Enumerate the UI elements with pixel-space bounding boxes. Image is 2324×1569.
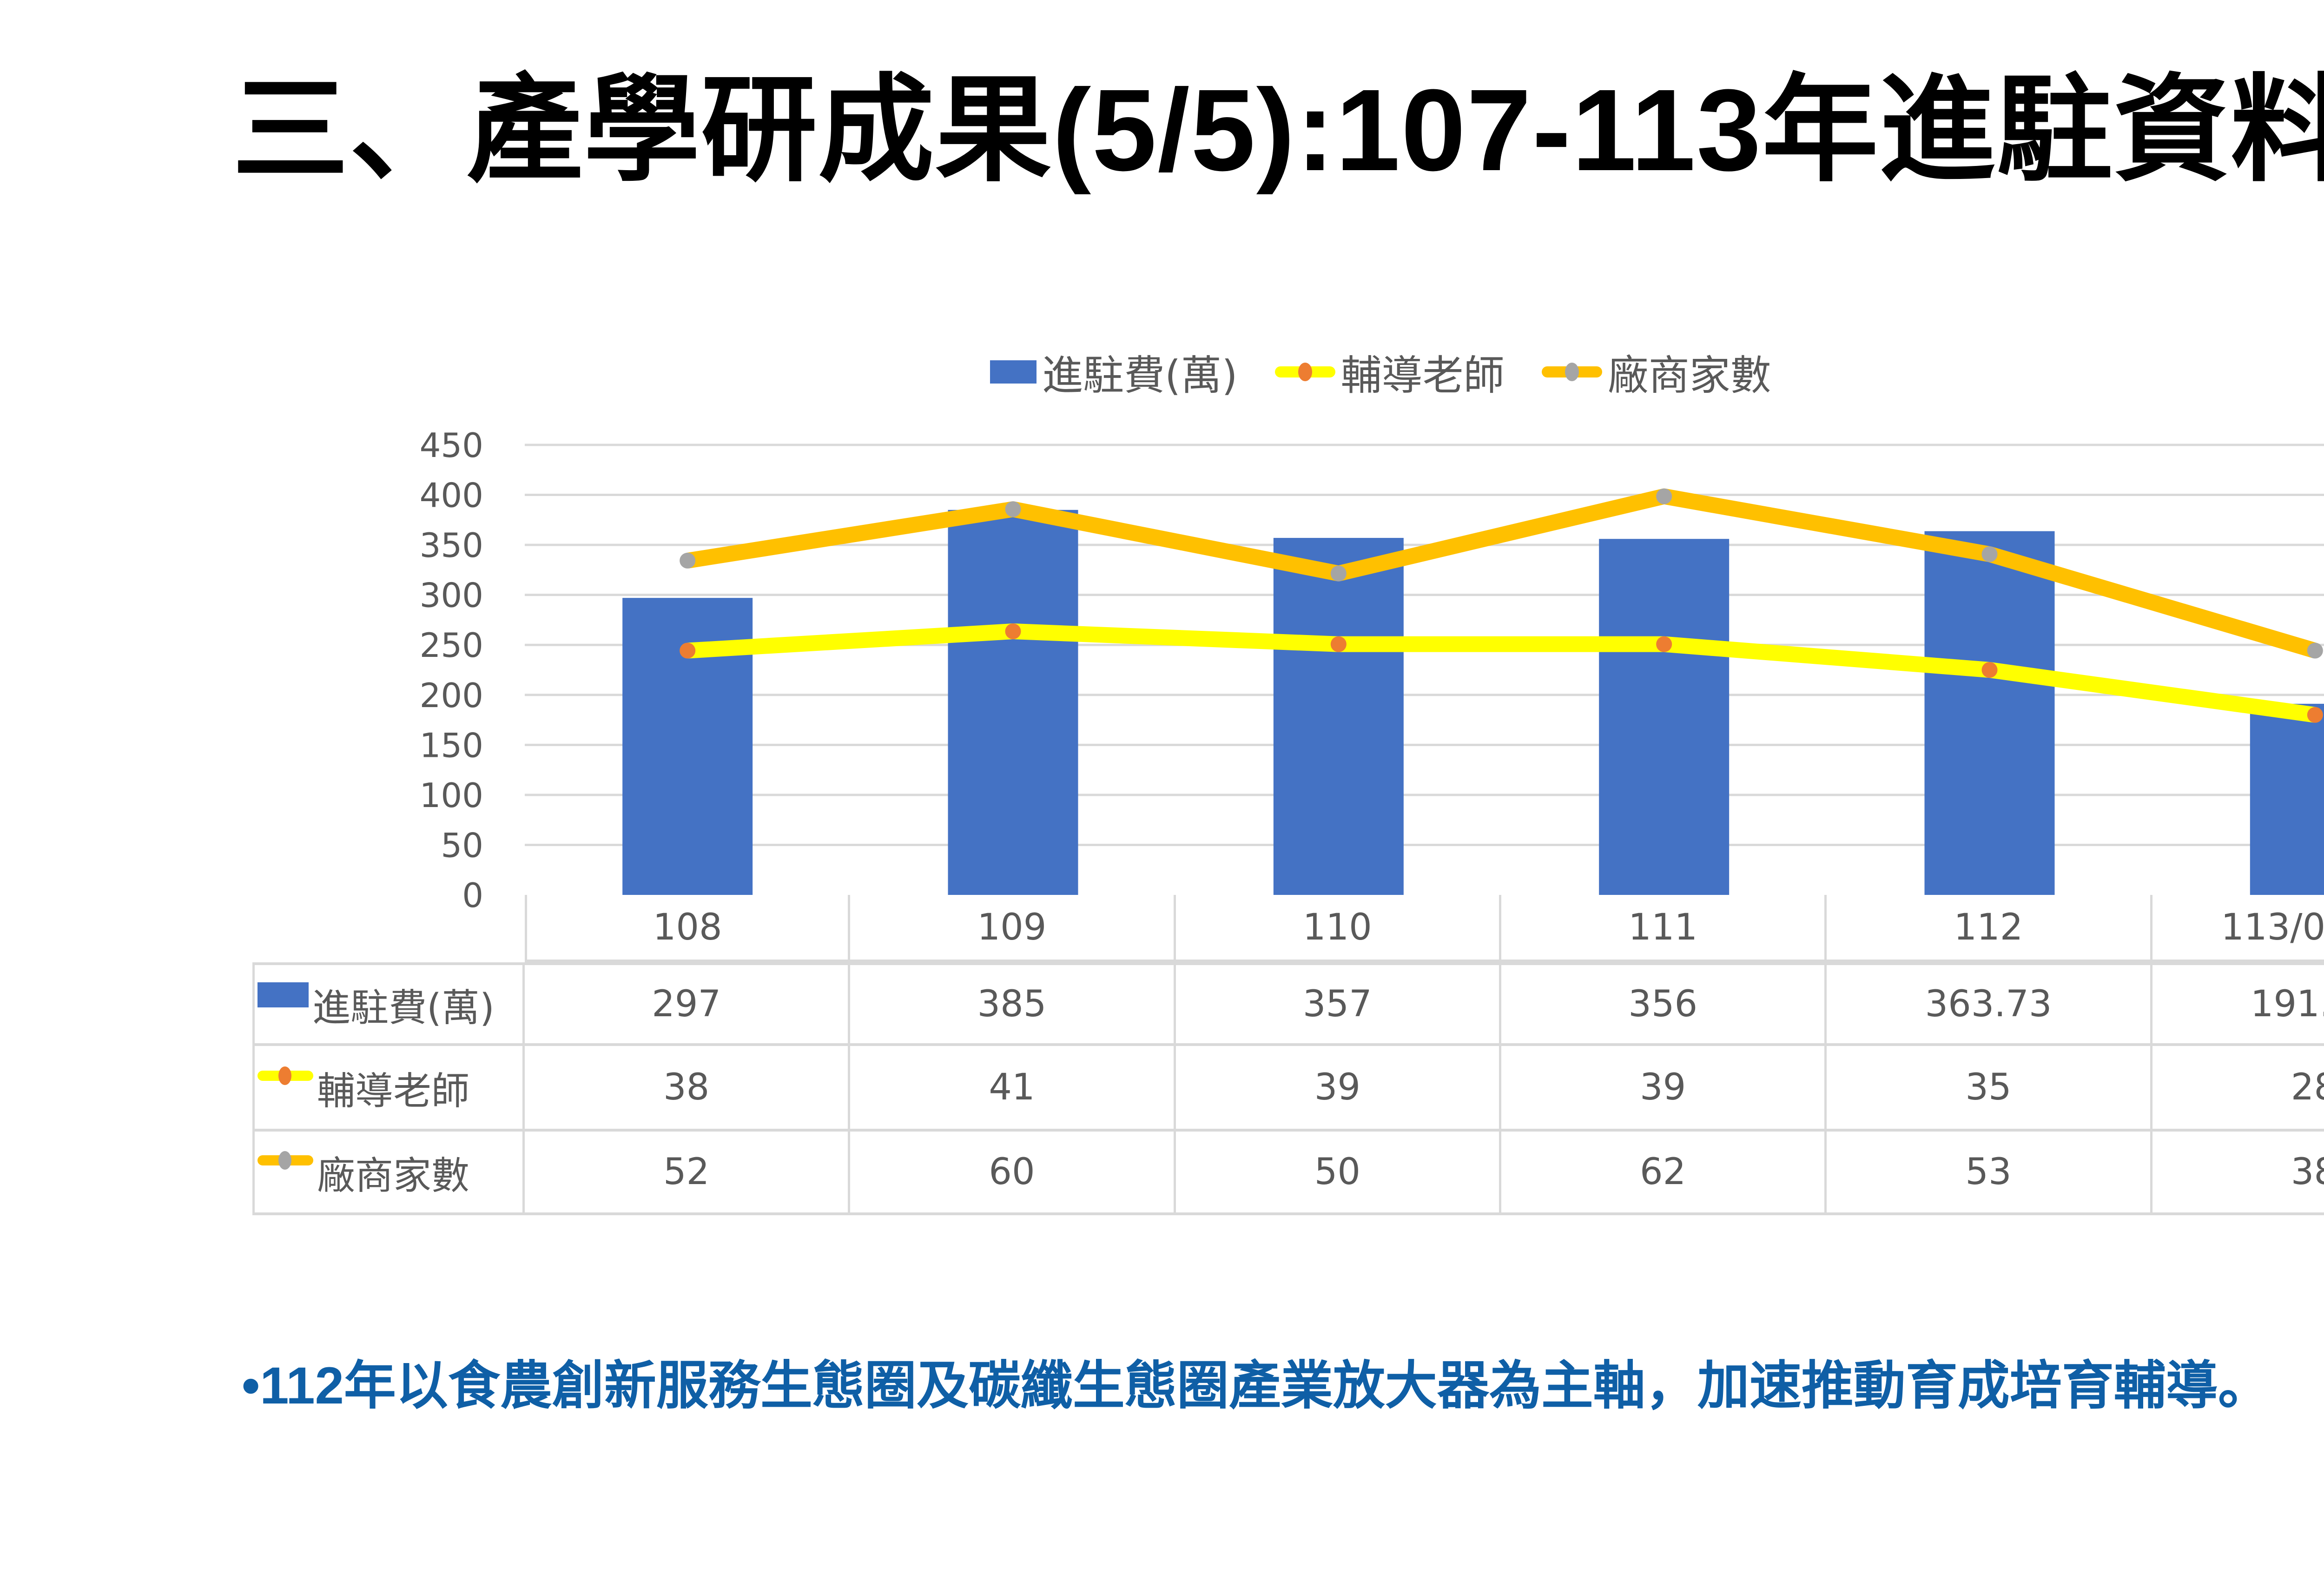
row-label-text: 進駐費(萬)	[312, 986, 495, 1030]
bar-swatch-icon	[990, 360, 1037, 384]
line-marker-swatch-icon	[1274, 363, 1335, 381]
data-point-marker	[1656, 488, 1672, 504]
table-cell: 39	[1501, 1046, 1827, 1132]
data-point-marker	[2307, 642, 2323, 659]
table-cell: 60	[850, 1132, 1176, 1215]
table-cell: 363.73	[1827, 962, 2152, 1046]
chart-legend: 進駐費(萬) 輔導老師 廠商家數	[990, 344, 1771, 400]
bar-swatch-icon	[257, 982, 309, 1007]
line-marker-swatch-icon	[1541, 363, 1602, 381]
table-header-cell: 109	[850, 895, 1176, 962]
y-left-tick: 150	[420, 726, 483, 765]
table-header-cell: 112	[1827, 895, 2152, 962]
series-line	[686, 488, 2317, 658]
y-left-tick: 350	[420, 526, 483, 565]
bar	[1924, 531, 2055, 895]
data-point-marker	[1981, 662, 1998, 678]
legend-item-teacher: 輔導老師	[1274, 343, 1505, 402]
data-point-marker	[1981, 546, 1998, 563]
legend-item-company: 廠商家數	[1541, 343, 1771, 402]
table-cell: 385	[850, 962, 1176, 1046]
data-point-marker	[1330, 565, 1347, 582]
data-point-marker	[1330, 636, 1347, 652]
data-point-marker	[1005, 501, 1021, 517]
y-left-tick: 50	[441, 826, 483, 865]
row-label-text: 廠商家數	[317, 1153, 470, 1198]
y-left-tick: 250	[420, 626, 483, 665]
table-cell: 39	[1175, 1046, 1501, 1132]
table-cell: 28	[2152, 1046, 2324, 1132]
table-cell: 38	[525, 1046, 851, 1132]
bar	[1599, 539, 1730, 895]
y-left-tick: 0	[462, 876, 483, 915]
y-left-tick: 100	[420, 776, 483, 815]
row-label-text: 輔導老師	[317, 1069, 470, 1113]
table-cell: 62	[1501, 1132, 1827, 1215]
table-cell: 53	[1827, 1132, 2152, 1215]
data-point-marker	[1656, 636, 1672, 652]
y-left-tick: 200	[420, 676, 483, 715]
bar	[948, 510, 1078, 895]
table-cell: 357	[1175, 962, 1501, 1046]
table-row-label: 輔導老師	[252, 1046, 525, 1132]
table-header-cell: 110	[1175, 895, 1501, 962]
legend-label: 進駐費(萬)	[1042, 351, 1238, 399]
data-point-marker	[680, 552, 696, 569]
legend-label: 廠商家數	[1607, 351, 1771, 399]
y-left-tick: 300	[420, 576, 483, 615]
data-point-marker	[1005, 623, 1021, 640]
line-marker-swatch-icon	[257, 1066, 313, 1085]
table-cell: 50	[1175, 1132, 1501, 1215]
table-row-label: 進駐費(萬)	[252, 962, 525, 1046]
line-marker-swatch-icon	[257, 1151, 313, 1170]
series-line	[687, 623, 2317, 723]
table-header-cell: 111	[1501, 895, 1827, 962]
table-cell: 35	[1827, 1046, 2152, 1132]
table-cell: 38	[2152, 1132, 2324, 1215]
table-cell: 191.12	[2152, 962, 2324, 1046]
bullet-note: •112年以食農創新服務生態圈及碳纖生態圈產業放大器為主軸，加速推動育成培育輔導…	[242, 1357, 2270, 1415]
legend-item-fee: 進駐費(萬)	[990, 343, 1238, 402]
slide-title: 三、產學研成果(5/5):107-113年進駐資料統計	[232, 65, 2324, 195]
legend-label: 輔導老師	[1340, 351, 1505, 399]
table-cell: 41	[850, 1046, 1176, 1132]
bar	[2250, 703, 2324, 895]
y-left-tick: 450	[420, 426, 483, 465]
table-cell: 52	[525, 1132, 851, 1215]
table-header-cell: 113/08/29	[2152, 895, 2324, 962]
data-point-marker	[2307, 707, 2323, 723]
table-cell: 356	[1501, 962, 1827, 1046]
table-row-label: 廠商家數	[252, 1132, 525, 1215]
y-left-tick: 400	[420, 476, 483, 515]
table-cell: 297	[525, 962, 851, 1046]
bar	[1273, 538, 1404, 895]
table-header-cell: 108	[525, 895, 851, 962]
data-point-marker	[680, 642, 696, 659]
